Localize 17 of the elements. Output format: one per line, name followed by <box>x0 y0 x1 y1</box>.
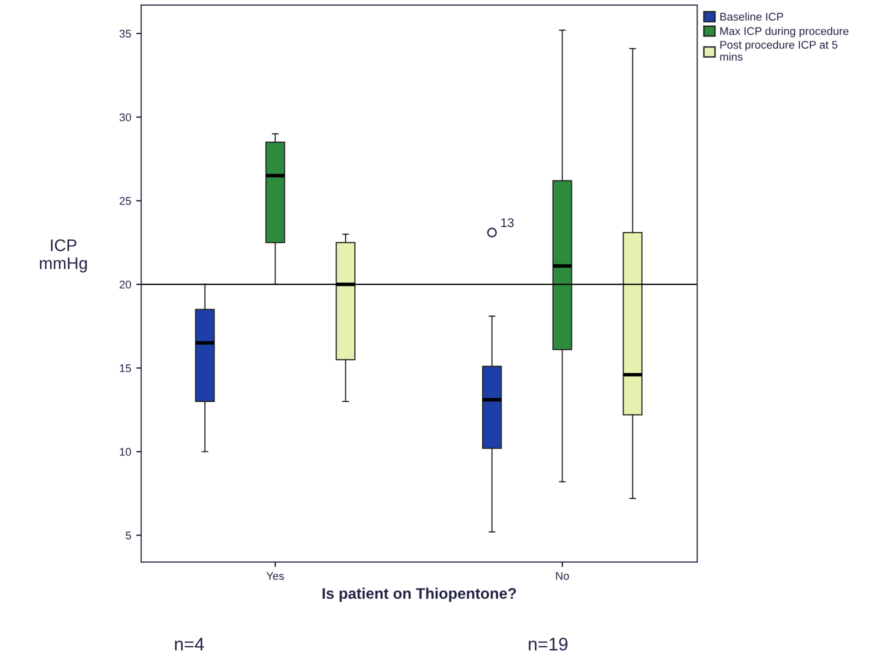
y-tick-label: 15 <box>120 364 132 372</box>
y-tick-label: 25 <box>120 197 132 205</box>
x-tick-label: No <box>556 572 569 580</box>
legend-label: Baseline ICP <box>720 12 784 21</box>
y-tick-label: 30 <box>120 113 132 122</box>
annotation: 13 <box>501 218 514 228</box>
x-axis-title: Is patient on Thiopentone? <box>322 588 516 602</box>
y-tick-label: 35 <box>120 30 132 38</box>
legend-label: Max ICP during procedure <box>720 26 848 38</box>
y-tick-label: 20 <box>120 280 132 289</box>
y-axis-title: ICP mmHg <box>40 239 87 272</box>
text: n=19 <box>528 638 568 651</box>
legend-label: Post procedure ICP at 5 mins <box>720 40 838 61</box>
y-tick-label: 5 <box>126 532 132 540</box>
text: n=4 <box>175 638 204 650</box>
y-tick-label: 10 <box>120 448 132 456</box>
x-tick-label: Yes <box>266 572 284 580</box>
